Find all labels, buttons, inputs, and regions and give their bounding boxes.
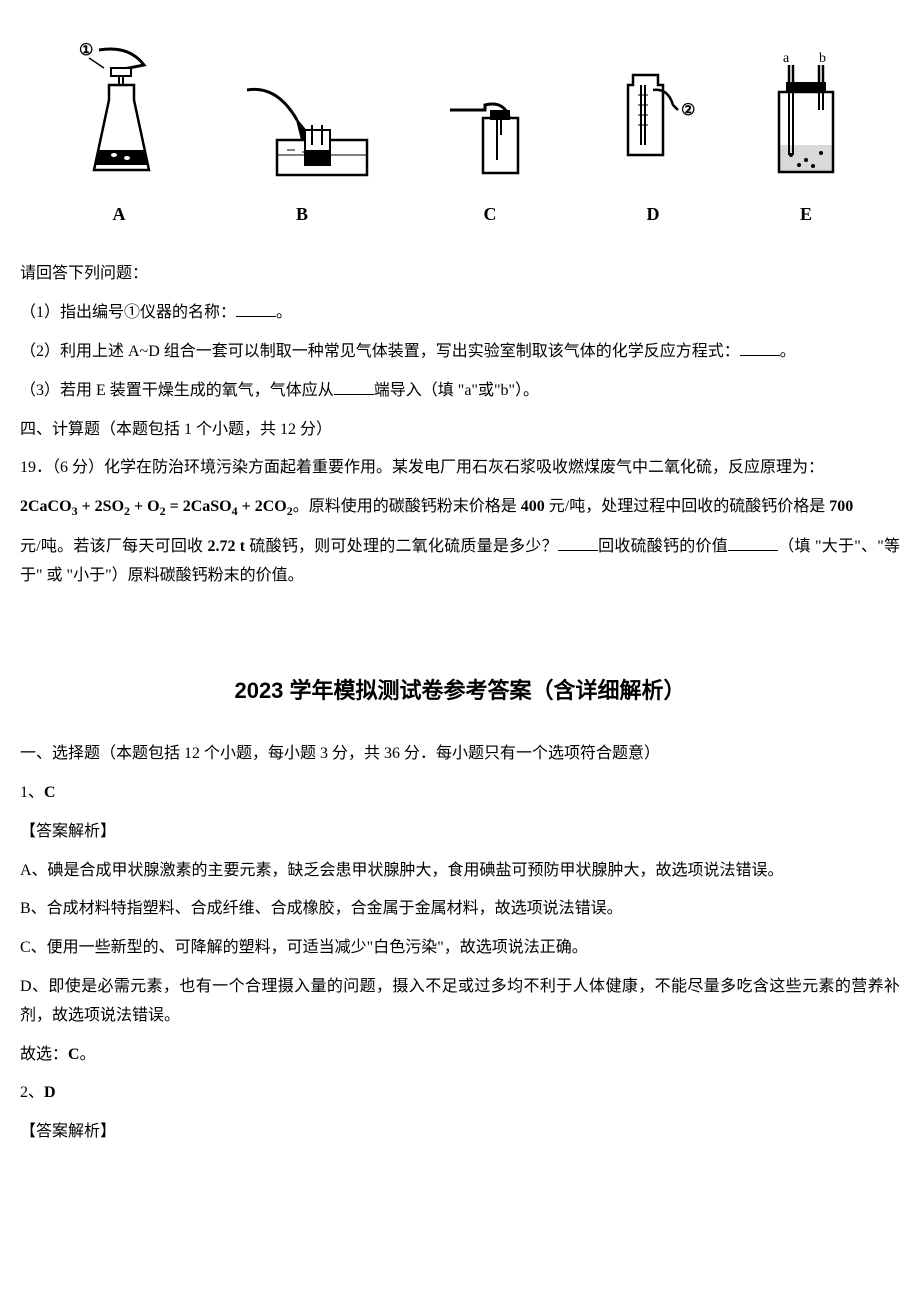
q19-price1: 400 (521, 498, 545, 515)
q19-p3c: 回收硫酸钙的价值 (598, 538, 728, 555)
q2-blank (740, 340, 780, 356)
a1-option-d: D、即使是必需元素，也有一个合理摄入量的问题，摄入不足或过多均不利于人体健康，不… (20, 973, 900, 1031)
a1-num: 1、 (20, 784, 44, 801)
q19-price2: 700 (829, 498, 853, 515)
q3-prefix: （3）若用 E 装置干燥生成的氧气，气体应从 (20, 382, 334, 399)
q3-blank (334, 379, 374, 395)
a1-ans: C (44, 784, 56, 801)
a1-conclusion: 故选：C。 (20, 1041, 900, 1070)
svg-text:②: ② (681, 102, 695, 119)
q19-formula: 2CaCO3 + 2SO2 + O2 = 2CaSO4 + 2CO2 (20, 498, 293, 515)
a1-option-c: C、便用一些新型的、可降解的塑料，可适当减少"白色污染"，故选项说法正确。 (20, 934, 900, 963)
label-a: A (113, 198, 126, 230)
label-d: D (647, 198, 660, 230)
label-c: C (484, 198, 497, 230)
svg-text:a: a (783, 51, 790, 66)
explain-label-2: 【答案解析】 (20, 1118, 900, 1147)
q19-p3a: 元/吨。若该厂每天可回收 (20, 538, 208, 555)
svg-text:b: b (819, 51, 826, 66)
q19-p3b: 硫酸钙，则可处理的二氧化硫质量是多少？ (245, 538, 558, 555)
question-2: （2）利用上述 A~D 组合一套可以制取一种常见气体装置，写出实验室制取该气体的… (20, 338, 900, 367)
q3-suffix: 端导入（填 "a"或"b"）。 (374, 382, 539, 399)
q2-prefix: （2）利用上述 A~D 组合一套可以制取一种常见气体装置，写出实验室制取该气体的… (20, 343, 740, 360)
q19-part1: 19．（6 分）化学在防治环境污染方面起着重要作用。某发电厂用石灰石浆吸收燃煤废… (20, 454, 900, 483)
a1-option-b: B、合成材料特指塑料、合成纤维、合成橡胶，合金属于金属材料，故选项说法错误。 (20, 895, 900, 924)
answer-1: 1、C (20, 779, 900, 808)
q19-part2: 2CaCO3 + 2SO2 + O2 = 2CaSO4 + 2CO2。原料使用的… (20, 493, 900, 523)
answers-section1-header: 一、选择题（本题包括 12 个小题，每小题 3 分，共 36 分．每小题只有一个… (20, 740, 900, 769)
q1-suffix: 。 (276, 304, 292, 321)
q2-suffix: 。 (780, 343, 796, 360)
apparatus-diagrams: ① A B (20, 40, 900, 230)
a2-num: 2、 (20, 1084, 44, 1101)
a1-conclusion-prefix: 故选： (20, 1046, 68, 1063)
a1-option-a: A、碘是合成甲状腺激素的主要元素，缺乏会患甲状腺肿大，食用碘盐可预防甲状腺肿大，… (20, 857, 900, 886)
diagram-b: B (227, 70, 377, 230)
question-1: （1）指出编号①仪器的名称： 。 (20, 299, 900, 328)
diagram-e: a b E (761, 50, 851, 230)
q19-p2b: 元/吨，处理过程中回收的硫酸钙价格是 (545, 498, 829, 515)
questions-intro: 请回答下列问题： (20, 260, 900, 289)
section4-header: 四、计算题（本题包括 1 个小题，共 12 分） (20, 416, 900, 445)
circle-1-label: ① (79, 42, 93, 59)
q19-blank2 (728, 535, 778, 551)
diagram-d: ② D (603, 60, 703, 230)
diagram-a: ① A (69, 40, 169, 230)
diagram-c: C (435, 80, 545, 230)
q1-prefix: （1）指出编号①仪器的名称： (20, 304, 236, 321)
answer-2: 2、D (20, 1079, 900, 1108)
q19-part3: 元/吨。若该厂每天可回收 2.72 t 硫酸钙，则可处理的二氧化硫质量是多少？ 回… (20, 533, 900, 591)
q19-p2a: 。原料使用的碳酸钙粉末价格是 (293, 498, 521, 515)
q19-mass: 2.72 t (208, 538, 246, 555)
a2-ans: D (44, 1084, 56, 1101)
explain-label-1: 【答案解析】 (20, 818, 900, 847)
q19-blank1 (558, 535, 598, 551)
a1-conclusion-ans: C (68, 1046, 80, 1063)
question-3: （3）若用 E 装置干燥生成的氧气，气体应从 端导入（填 "a"或"b"）。 (20, 377, 900, 406)
a1-conclusion-suffix: 。 (80, 1046, 96, 1063)
label-e: E (800, 198, 812, 230)
label-b: B (296, 198, 308, 230)
q1-blank (236, 301, 276, 317)
answers-title: 2023 学年模拟测试卷参考答案（含详细解析） (20, 671, 900, 711)
